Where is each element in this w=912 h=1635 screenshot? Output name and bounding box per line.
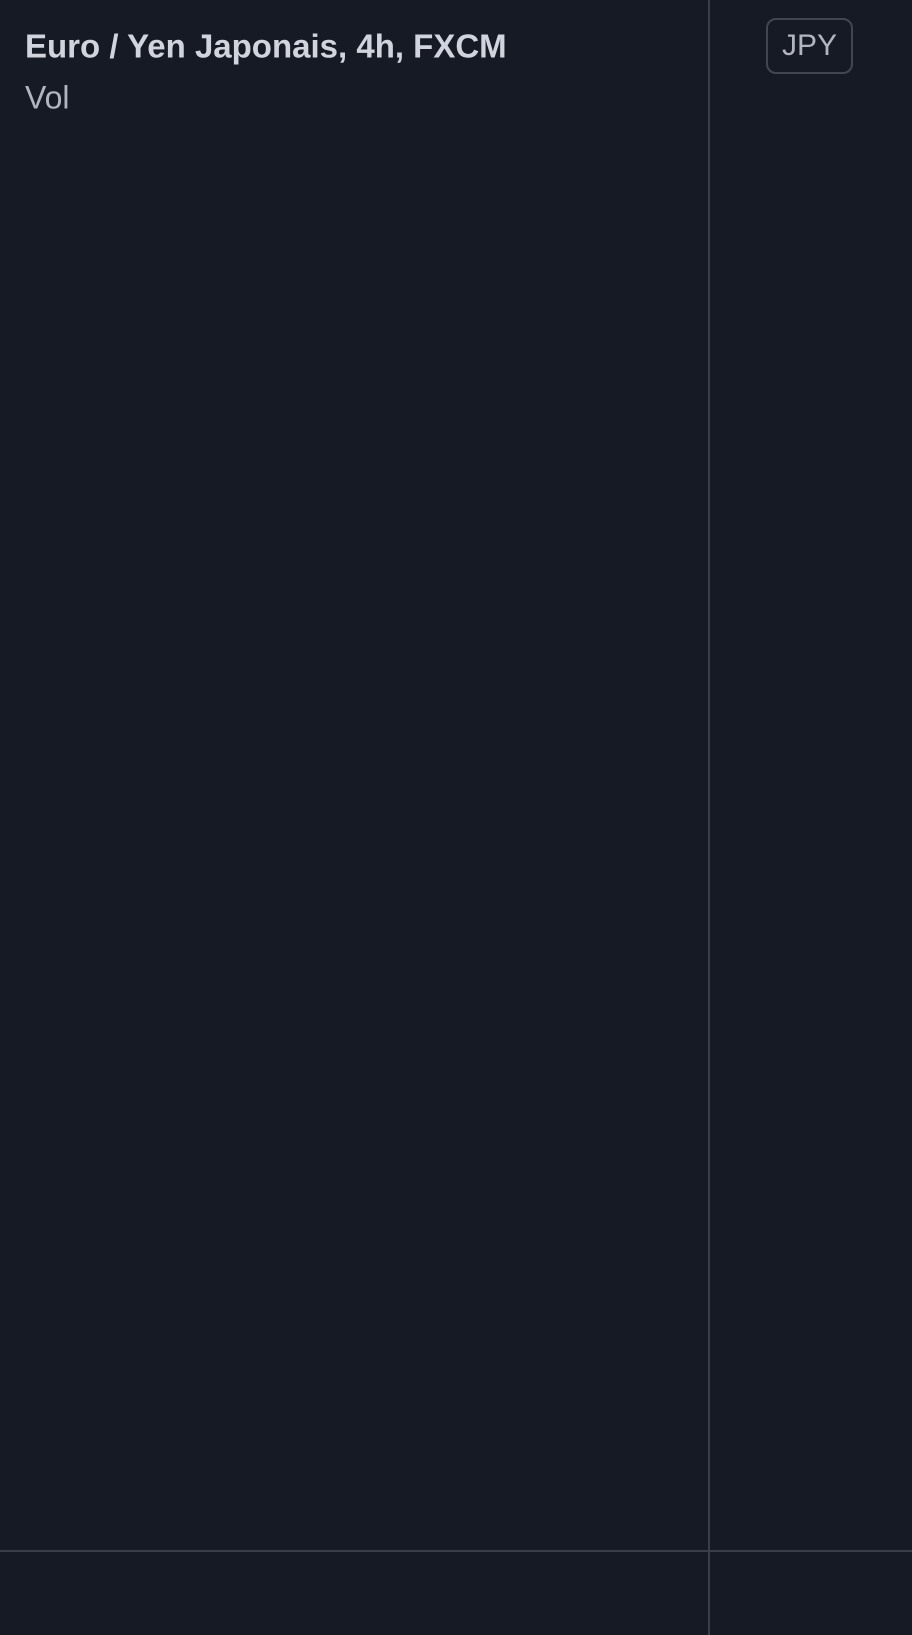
volume-label: Vol — [25, 79, 69, 115]
currency-button-label[interactable]: JPY — [782, 29, 837, 62]
currency-button-frame[interactable] — [766, 18, 853, 74]
chart-title: Euro / Yen Japonais, 4h, FXCM — [25, 28, 507, 65]
currency-button[interactable]: JPY — [766, 18, 853, 74]
